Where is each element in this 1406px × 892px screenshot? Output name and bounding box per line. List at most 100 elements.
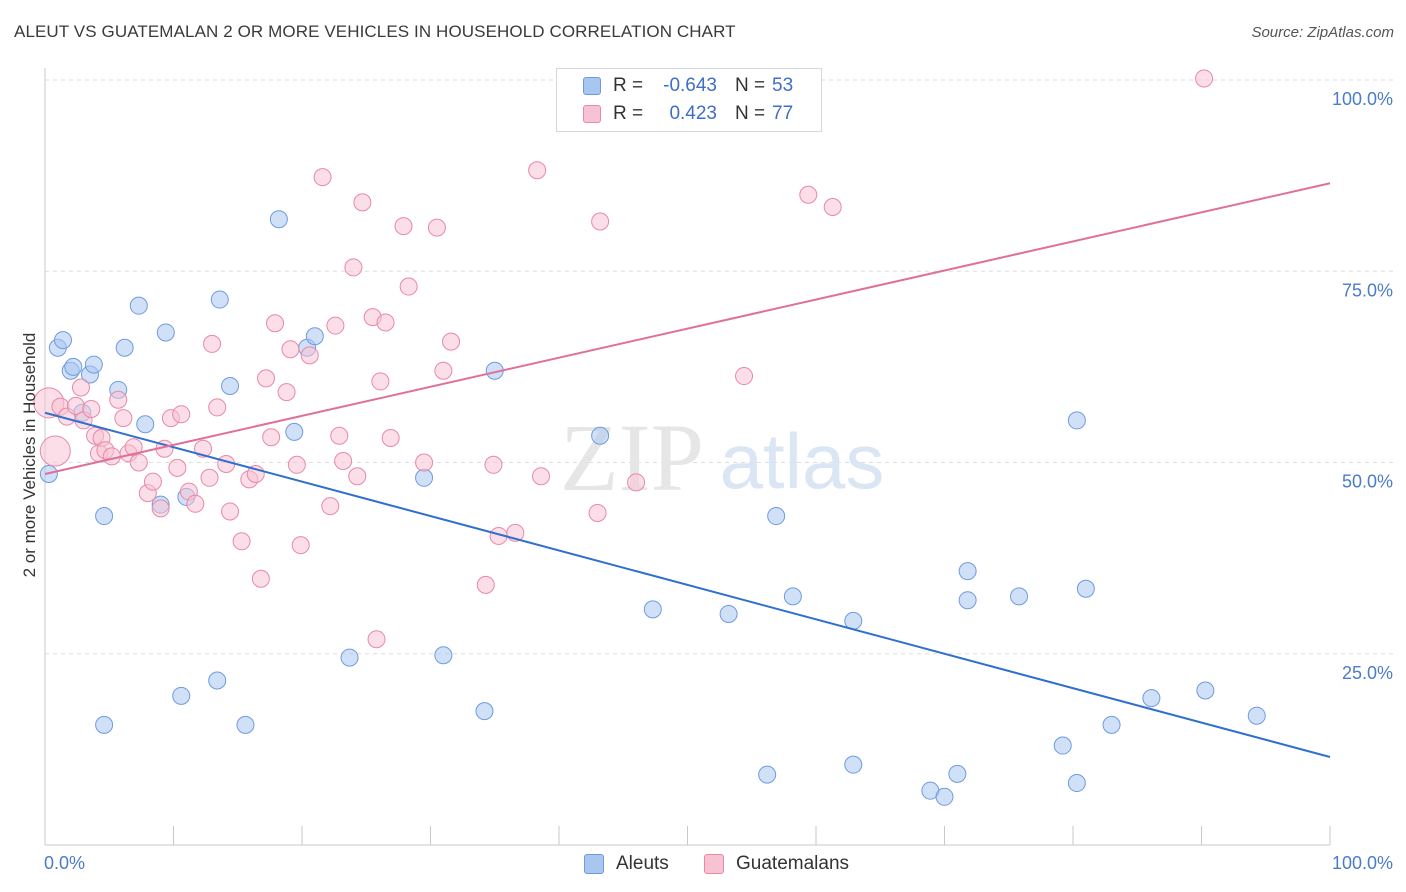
data-point-guatemalans: [291, 536, 310, 555]
data-point-guatemalans: [102, 447, 121, 466]
x-tick-label: 0.0%: [44, 853, 85, 873]
data-point-aleuts: [935, 787, 954, 806]
data-point-guatemalans: [348, 467, 367, 486]
data-point-guatemalans: [114, 409, 133, 428]
y-tick-label: 50.0%: [1342, 472, 1393, 492]
data-point-guatemalans: [1195, 69, 1214, 88]
series-swatch-guatemalans: [704, 854, 724, 874]
data-point-aleuts: [1076, 579, 1095, 598]
data-point-aleuts: [415, 468, 434, 487]
data-point-aleuts: [758, 765, 777, 784]
data-point-guatemalans: [71, 378, 90, 397]
data-point-guatemalans: [394, 217, 413, 236]
data-point-guatemalans: [186, 494, 205, 513]
data-point-guatemalans: [208, 398, 227, 417]
data-point-aleuts: [591, 426, 610, 445]
y-axis-title: 2 or more Vehicles in Household: [20, 333, 39, 578]
data-point-aleuts: [221, 377, 240, 395]
data-point-aleuts: [285, 422, 304, 441]
data-point-aleuts: [269, 210, 288, 229]
data-point-aleuts: [434, 646, 453, 665]
data-point-aleuts: [236, 715, 255, 734]
watermark-atlas: atlas: [720, 417, 885, 505]
source-credit: Source: ZipAtlas.com: [1251, 24, 1394, 41]
data-point-guatemalans: [381, 429, 400, 448]
data-point-guatemalans: [344, 258, 363, 277]
data-points: [33, 69, 1266, 806]
data-point-aleuts: [156, 323, 175, 342]
data-point-guatemalans: [326, 316, 345, 335]
data-point-guatemalans: [262, 428, 281, 447]
data-point-aleuts: [136, 415, 155, 434]
data-point-aleuts: [340, 648, 359, 667]
data-point-guatemalans: [353, 193, 372, 212]
data-point-aleuts: [783, 587, 802, 606]
data-point-aleuts: [767, 507, 786, 526]
data-point-aleuts: [1067, 411, 1086, 430]
legend-swatch-guatemalans: [583, 105, 601, 123]
data-point-aleuts: [1196, 681, 1215, 700]
data-point-aleuts: [84, 355, 103, 374]
data-point-aleuts: [115, 338, 134, 357]
legend-n-value: 77: [772, 103, 794, 124]
data-point-guatemalans: [217, 455, 236, 474]
data-point-guatemalans: [528, 161, 547, 180]
data-point-aleuts: [305, 327, 324, 346]
data-point-guatemalans: [476, 575, 495, 594]
data-point-aleuts: [95, 715, 114, 734]
y-tick-label: 100.0%: [1332, 89, 1393, 109]
gridlines: [45, 79, 1395, 655]
data-point-guatemalans: [627, 473, 646, 492]
y-tick-label: 75.0%: [1342, 280, 1393, 300]
legend-r-value: -0.643: [663, 75, 717, 96]
series-label-aleuts: Aleuts: [616, 853, 669, 874]
data-point-aleuts: [64, 357, 83, 376]
x-tick-label: 100.0%: [1332, 853, 1393, 873]
legend-row-aleuts: R = -0.643 N = 53: [557, 73, 821, 99]
trend-line-guatemalans: [44, 182, 1331, 475]
data-point-guatemalans: [427, 218, 446, 237]
data-point-aleuts: [643, 600, 662, 619]
trend-lines: [44, 182, 1331, 758]
data-point-guatemalans: [200, 468, 219, 487]
data-point-aleuts: [1142, 689, 1161, 708]
data-point-guatemalans: [334, 451, 353, 470]
watermark-zip: ZIP: [560, 404, 704, 511]
data-point-guatemalans: [376, 313, 395, 332]
data-point-guatemalans: [415, 453, 434, 472]
tick-labels: 25.0% 50.0% 75.0% 100.0% 0.0% 100.0%: [44, 89, 1393, 873]
data-point-guatemalans: [287, 455, 306, 474]
data-point-guatemalans: [371, 372, 390, 391]
legend-swatch-aleuts: [583, 77, 601, 95]
data-point-guatemalans: [266, 314, 285, 333]
data-point-guatemalans: [532, 467, 551, 486]
data-point-aleuts: [95, 507, 114, 526]
legend-r-value: 0.423: [669, 103, 717, 124]
y-tick-label: 25.0%: [1342, 663, 1393, 683]
data-point-guatemalans: [143, 472, 162, 491]
data-point-aleuts: [719, 604, 738, 623]
data-point-guatemalans: [735, 367, 754, 386]
data-point-guatemalans: [203, 334, 222, 353]
data-point-guatemalans: [300, 346, 319, 365]
data-point-aleuts: [475, 702, 494, 721]
data-point-guatemalans: [823, 197, 842, 216]
data-point-guatemalans: [399, 277, 418, 296]
data-point-guatemalans: [221, 502, 240, 521]
series-label-guatemalans: Guatemalans: [736, 853, 850, 874]
data-point-aleuts: [844, 755, 863, 774]
data-point-guatemalans: [109, 390, 128, 409]
data-point-guatemalans: [39, 435, 71, 467]
chart-title: ALEUT VS GUATEMALAN 2 OR MORE VEHICLES I…: [14, 22, 736, 41]
data-point-guatemalans: [321, 497, 340, 516]
data-point-guatemalans: [251, 569, 270, 588]
data-point-aleuts: [958, 562, 977, 581]
legend-row-guatemalans: R = 0.423 N = 77: [557, 101, 821, 127]
data-point-aleuts: [1067, 774, 1086, 793]
data-point-guatemalans: [257, 369, 276, 388]
data-point-aleuts: [1010, 587, 1029, 606]
data-point-guatemalans: [277, 383, 296, 402]
data-point-aleuts: [958, 591, 977, 610]
data-point-guatemalans: [172, 405, 191, 424]
